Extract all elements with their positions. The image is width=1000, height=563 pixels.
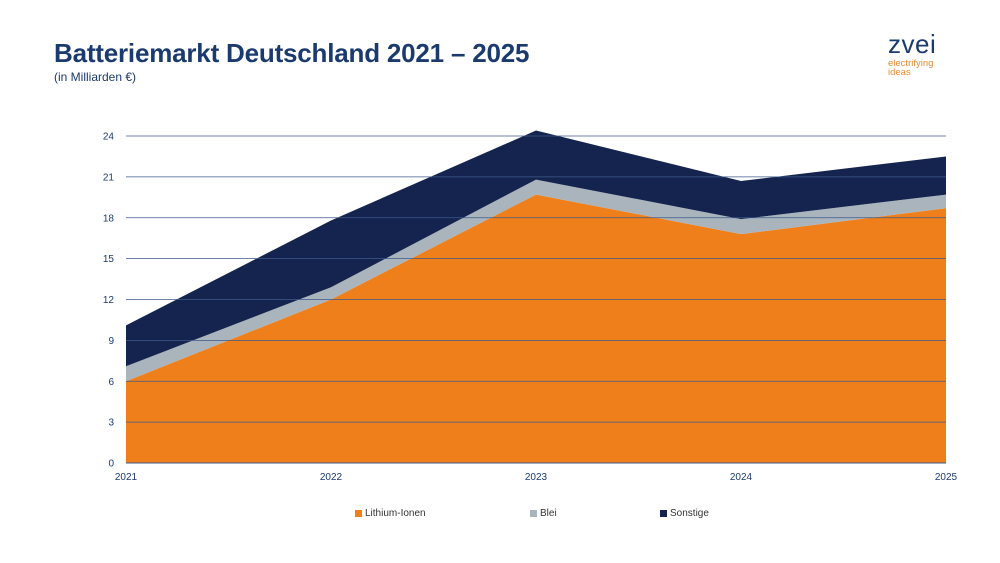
legend-swatch: [660, 510, 667, 517]
y-tick-label: 9: [108, 336, 114, 347]
legend-label: Blei: [540, 508, 557, 519]
legend-label: Lithium-Ionen: [365, 508, 426, 519]
zvei-logo: zvei electrifying ideas: [888, 29, 968, 78]
chart-subtitle: (in Milliarden €): [54, 70, 137, 84]
y-tick-label: 3: [108, 418, 114, 429]
legend-label: Sonstige: [670, 508, 709, 519]
x-tick-label: 2025: [935, 472, 958, 483]
y-tick-label: 12: [103, 295, 115, 306]
area-series-blei: [126, 179, 946, 382]
chart-title: Batteriemarkt Deutschland 2021 – 2025: [54, 38, 530, 68]
legend-item: Sonstige: [660, 508, 709, 519]
legend-swatch: [355, 510, 362, 517]
legend-item: Blei: [530, 508, 557, 519]
x-tick-label: 2023: [525, 472, 548, 483]
y-tick-label: 21: [103, 172, 115, 183]
logo-word: zvei: [888, 29, 937, 59]
x-tick-label: 2021: [115, 472, 138, 483]
y-tick-label: 0: [108, 459, 114, 470]
logo-tagline: electrifying ideas: [888, 58, 934, 78]
y-tick-label: 18: [103, 213, 115, 224]
area-series-lithium-ionen: [126, 194, 946, 463]
x-tick-label: 2022: [320, 472, 343, 483]
legend-item: Lithium-Ionen: [355, 508, 426, 519]
legend-swatch: [530, 510, 537, 517]
y-tick-label: 6: [108, 377, 114, 388]
y-tick-label: 15: [103, 254, 115, 265]
y-tick-label: 24: [103, 132, 115, 143]
x-tick-label: 2024: [730, 472, 753, 483]
area-series-sonstige: [126, 130, 946, 367]
